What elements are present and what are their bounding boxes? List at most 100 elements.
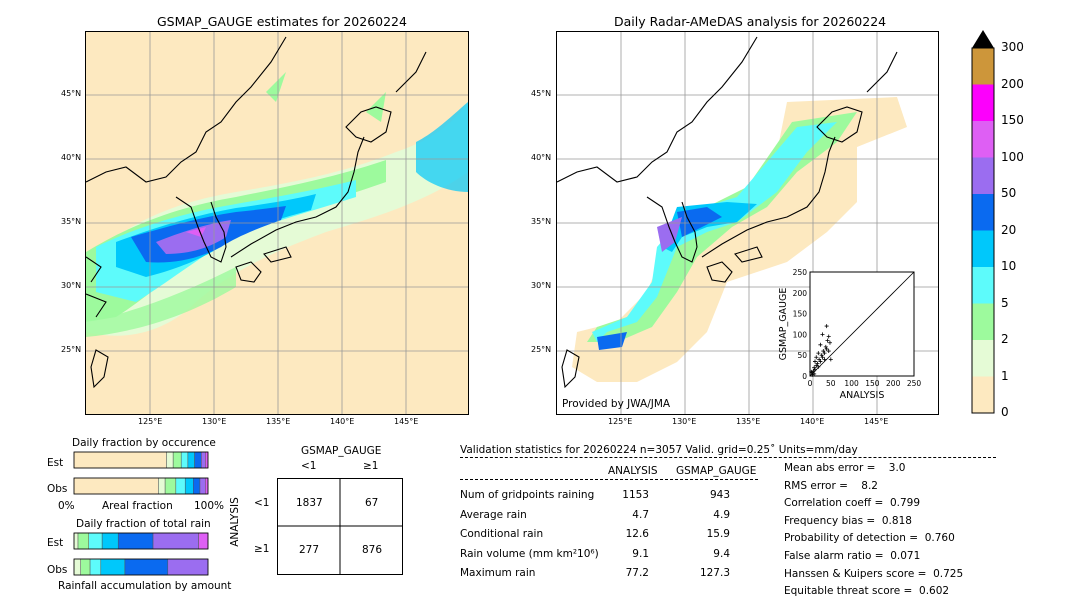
scatter-y-tick: 100	[793, 330, 808, 339]
scatter-x-tick: 200	[886, 379, 901, 388]
scatter-point	[820, 332, 825, 337]
colorbar-segment	[972, 303, 994, 340]
validation-row-analysis: 1153	[622, 489, 649, 501]
total-rain-title: Daily fraction of total rain	[76, 518, 211, 530]
scatter-point	[824, 346, 829, 351]
total-rain-xlabel: Rainfall accumulation by amount	[58, 580, 232, 592]
colorbar-tick-label: 1	[1001, 368, 1009, 383]
validation-row-analysis: 77.2	[625, 567, 649, 579]
scatter-point	[820, 355, 825, 360]
occurrence-x-left: 0%	[58, 500, 75, 512]
colorbar-tick-label: 20	[1001, 222, 1017, 237]
colorbar-extend-arrow	[972, 30, 994, 48]
scatter-y-tick: 250	[793, 268, 808, 277]
occurrence-segment	[184, 477, 194, 495]
validation-row-label: Maximum rain	[460, 567, 536, 579]
scatter-point	[822, 357, 827, 362]
validation-score: Hanssen & Kuipers score = 0.725	[784, 567, 964, 580]
scatter-point	[823, 344, 828, 349]
occurrence-segment	[164, 477, 177, 495]
colorbar-tick-label: 2	[1001, 332, 1009, 346]
contingency-b: 67	[365, 497, 379, 509]
left-lat-40: 40°N	[61, 153, 82, 162]
scatter-point	[812, 365, 817, 370]
occurrence-segment	[205, 477, 209, 495]
colorbar-segment	[972, 194, 994, 231]
data-credit: Provided by JWA/JMA	[562, 398, 671, 410]
right-lat-30: 30°N	[531, 281, 552, 290]
validation-row-label: Rain volume (mm km²10⁶)	[460, 547, 599, 560]
validation-score: False alarm ratio = 0.071	[784, 550, 921, 562]
colorbar-segment	[972, 267, 994, 304]
scatter-point	[814, 363, 819, 368]
contingency-row-ge: ≥1	[254, 543, 270, 555]
scatter-point	[812, 367, 817, 372]
validation-score: Probability of detection = 0.760	[784, 532, 955, 545]
scatter-point	[819, 353, 824, 358]
colorbar-tick-label: 150	[1001, 113, 1024, 127]
occurrence-segment	[201, 451, 206, 469]
colorbar-segment	[972, 340, 994, 377]
scatter-point	[812, 359, 817, 364]
validation-row-analysis: 12.6	[625, 528, 649, 540]
validation-score: RMS error = 8.2	[784, 479, 878, 492]
scatter-point	[815, 361, 820, 366]
validation-col-analysis: ANALYSIS	[608, 465, 658, 477]
occurrence-segment	[73, 451, 167, 469]
colorbar-tick-label: 0	[1001, 405, 1009, 419]
validation-header: Validation statistics for 20260224 n=305…	[460, 444, 858, 456]
validation-row-gsmap: 4.9	[713, 508, 730, 521]
scatter-point	[810, 372, 815, 377]
colorbar-segment	[972, 84, 994, 121]
validation-header-rule	[460, 457, 996, 458]
left-lon-140: 140°E	[330, 417, 355, 426]
right-lat-40: 40°N	[531, 153, 552, 162]
scatter-point	[828, 357, 833, 362]
contingency-col-lt: <1	[301, 460, 317, 472]
left-map	[85, 31, 469, 415]
colorbar-segment	[972, 376, 994, 413]
occurrence-bar-frame	[73, 451, 209, 469]
validation-score: Frequency bias = 0.818	[784, 514, 912, 527]
total-rain-segment	[152, 532, 199, 550]
total-rain-row-est: Est	[47, 537, 64, 549]
right-map-title: Daily Radar-AMeDAS analysis for 20260224	[614, 14, 887, 29]
validation-row-label: Conditional rain	[460, 528, 544, 540]
total-rain-segment	[101, 532, 119, 550]
scatter-point	[816, 351, 821, 356]
colorbar-segment	[972, 121, 994, 158]
occurrence-chart	[73, 451, 209, 495]
validation-col-gsmap: GSMAP_GAUGE	[676, 465, 757, 477]
occurrence-segment	[180, 451, 189, 469]
scatter-point	[818, 359, 823, 364]
scatter-point	[816, 364, 821, 369]
total-rain-segment	[73, 532, 79, 550]
scatter-point	[825, 338, 830, 343]
contingency-d: 876	[362, 544, 383, 556]
contingency-a: 1837	[296, 497, 323, 509]
scatter-y-tick: 0	[802, 372, 807, 381]
scatter-point	[822, 351, 827, 356]
total-rain-segment	[77, 532, 89, 550]
occurrence-x-right: 100%	[194, 500, 225, 512]
contingency-table: 1837 67 277 876	[277, 478, 403, 575]
right-lon-140: 140°E	[800, 417, 825, 426]
left-lon-135: 135°E	[266, 417, 291, 426]
scatter-x-tick: 150	[865, 379, 880, 388]
right-lat-35: 35°N	[531, 217, 552, 226]
right-lon-125: 125°E	[608, 417, 633, 426]
left-map-title: GSMAP_GAUGE estimates for 20260224	[157, 14, 407, 29]
scatter-point	[818, 342, 823, 347]
contingency-row-title: ANALYSIS	[228, 497, 241, 547]
contingency-grid	[278, 479, 402, 574]
occurrence-segment	[193, 477, 201, 495]
colorbar-tick-label: 300	[1001, 40, 1024, 54]
total-rain-segment	[117, 532, 154, 550]
colorbar-tick-label: 5	[1001, 295, 1009, 310]
occurrence-segment	[166, 451, 174, 469]
scatter-x-tick: 50	[826, 379, 836, 388]
total-rain-bar-frame	[73, 532, 209, 550]
scatter-point	[826, 334, 831, 339]
total-rain-chart	[73, 532, 209, 576]
occurrence-title: Daily fraction by occurence	[72, 437, 216, 449]
